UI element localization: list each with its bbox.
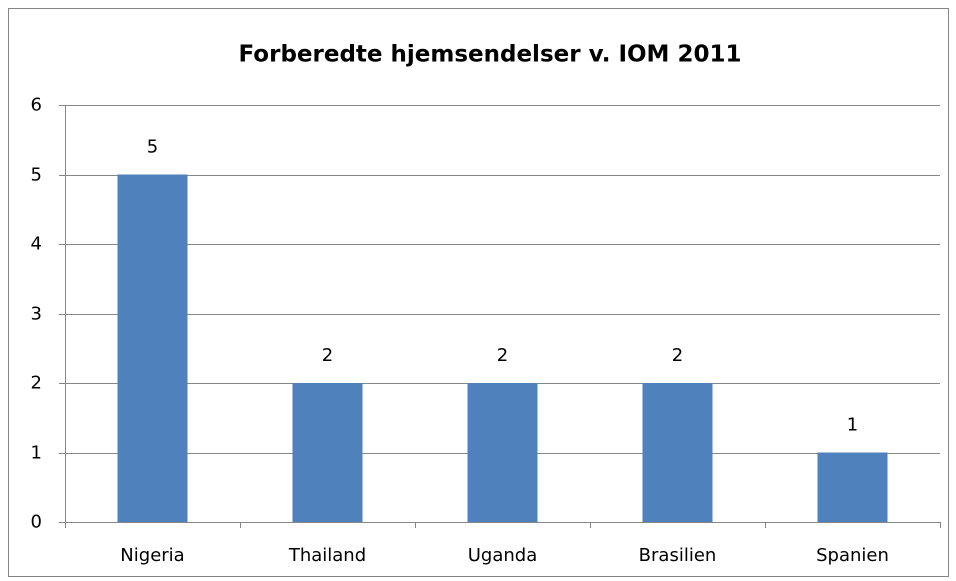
x-tick-label: Thailand	[288, 545, 366, 566]
bar	[117, 174, 188, 522]
bar	[292, 383, 363, 522]
bar	[817, 452, 888, 522]
y-tick-label: 0	[31, 512, 42, 533]
x-tick-label: Brasilien	[639, 545, 717, 566]
x-tick-label: Spanien	[816, 545, 889, 566]
data-label: 1	[847, 415, 858, 436]
data-label: 5	[147, 137, 158, 158]
chart-title: Forberedte hjemsendelser v. IOM 2011	[239, 42, 742, 68]
data-label: 2	[672, 345, 683, 366]
y-tick-label: 5	[31, 165, 42, 186]
y-tick-label: 3	[31, 304, 42, 325]
data-label: 2	[322, 345, 333, 366]
bar	[642, 383, 713, 522]
y-tick-label: 6	[31, 95, 42, 116]
bar	[467, 383, 538, 522]
data-label: 2	[497, 345, 508, 366]
y-tick-label: 1	[31, 443, 42, 464]
x-tick-label: Nigeria	[120, 545, 184, 566]
x-tick-label: Uganda	[468, 545, 538, 566]
y-tick-label: 2	[31, 373, 42, 394]
y-tick-label: 4	[31, 234, 42, 255]
